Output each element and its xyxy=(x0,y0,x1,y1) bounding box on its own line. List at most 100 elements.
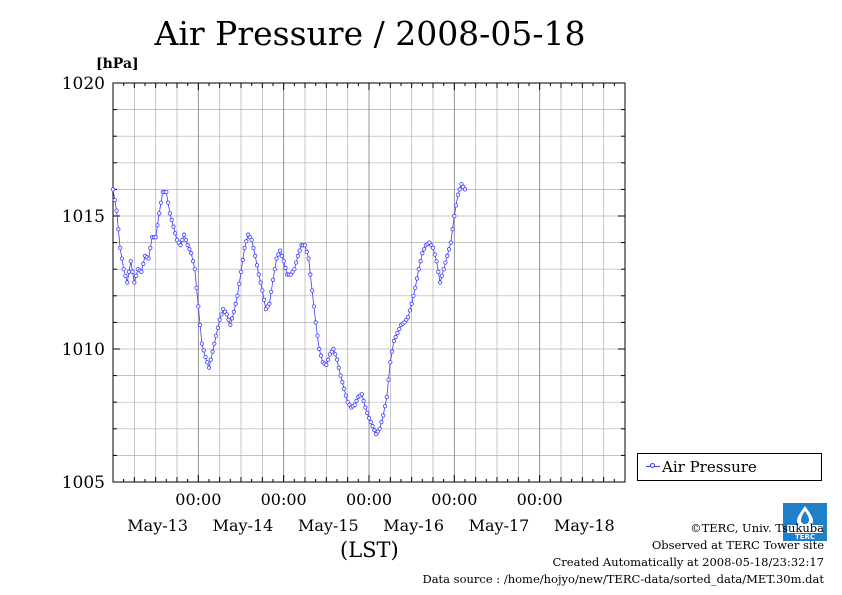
series-point xyxy=(237,281,242,286)
x-date-label: May-14 xyxy=(213,516,274,535)
series-point xyxy=(295,253,300,258)
series-point xyxy=(256,272,261,277)
series-point xyxy=(260,288,265,293)
series-point xyxy=(114,208,119,213)
x-tick-time-label: 00:00 xyxy=(517,490,563,509)
credit-line: ©TERC, Univ. Tsukuba xyxy=(690,521,824,535)
series-point xyxy=(199,341,204,346)
series-point xyxy=(370,424,375,429)
series-point xyxy=(171,224,176,229)
series-point xyxy=(326,357,331,362)
y-axis-unit: [hPa] xyxy=(96,56,139,72)
series-point xyxy=(269,289,274,294)
series-point xyxy=(228,322,233,328)
series-point xyxy=(306,256,311,261)
series-point xyxy=(395,330,400,336)
series-point xyxy=(141,261,146,266)
series-point xyxy=(182,232,187,237)
series-point xyxy=(148,245,153,251)
series-point xyxy=(262,297,267,302)
series-point xyxy=(244,239,249,244)
series-point xyxy=(388,360,393,365)
series-point xyxy=(454,203,459,208)
series-point xyxy=(112,197,117,203)
series-point xyxy=(331,346,336,352)
x-date-label: May-18 xyxy=(554,516,615,535)
series-point xyxy=(196,304,201,309)
series-point xyxy=(384,394,389,399)
series-point xyxy=(169,217,174,223)
series-point xyxy=(157,211,162,216)
series-point xyxy=(418,259,423,264)
series-point xyxy=(359,392,364,397)
x-tick-time-label: 00:00 xyxy=(346,490,392,509)
series-point xyxy=(121,267,126,272)
series-point xyxy=(304,249,309,255)
series-point xyxy=(366,416,372,421)
series-point xyxy=(420,251,425,256)
series-point xyxy=(311,304,316,309)
series-point xyxy=(336,365,341,370)
series-point xyxy=(434,259,439,264)
series-point xyxy=(272,267,277,272)
x-date-label: May-17 xyxy=(469,516,530,535)
legend: Air Pressure xyxy=(637,453,822,481)
series-point xyxy=(393,334,398,340)
series-point xyxy=(439,273,444,278)
series-point xyxy=(267,301,272,306)
series-point xyxy=(110,187,116,192)
series-point xyxy=(270,277,276,282)
series-point xyxy=(455,192,460,197)
series-point xyxy=(436,269,441,274)
series-point xyxy=(125,280,130,285)
series-points xyxy=(110,181,468,437)
series-point xyxy=(217,317,222,322)
series-line-air-pressure xyxy=(112,183,466,435)
series-point xyxy=(230,316,235,321)
series-point xyxy=(361,398,366,403)
series-point xyxy=(226,317,231,322)
series-point xyxy=(446,247,452,252)
series-point xyxy=(233,301,238,306)
series-point xyxy=(443,260,448,265)
series-point xyxy=(180,237,185,243)
series-point xyxy=(139,269,144,274)
grid-lines xyxy=(113,83,625,482)
series-point xyxy=(338,373,343,378)
series-point xyxy=(368,420,373,425)
series-point xyxy=(354,398,359,403)
series-point xyxy=(167,211,172,216)
series-point xyxy=(391,338,396,344)
y-tick-label: 1020 xyxy=(62,74,105,94)
series-point xyxy=(128,259,133,264)
series-point xyxy=(166,200,171,205)
series-point xyxy=(448,240,453,245)
series-point xyxy=(208,357,213,362)
series-point xyxy=(407,308,412,313)
x-tick-time-label: 00:00 xyxy=(431,490,477,509)
series-point xyxy=(219,312,224,317)
axis-tick-labels: 1005 1010 1015 1020 00:00 00:00 00:00 00:00 00:0… xyxy=(62,74,615,535)
series-point xyxy=(406,314,411,320)
series-point xyxy=(235,293,240,298)
series-point xyxy=(238,269,244,274)
series-point xyxy=(379,420,384,425)
logo-text: TERC xyxy=(795,533,815,541)
series-point xyxy=(253,253,258,258)
series-point xyxy=(155,223,160,228)
y-tick-label: 1010 xyxy=(62,340,105,360)
x-date-label: May-15 xyxy=(298,516,359,535)
series-point xyxy=(397,326,402,332)
series-point xyxy=(132,280,137,285)
series-point xyxy=(153,235,158,240)
series-point xyxy=(441,267,446,272)
series-point xyxy=(372,428,377,433)
series-point xyxy=(210,349,215,354)
series-point xyxy=(183,237,188,243)
x-axis-label: (LST) xyxy=(340,538,399,562)
series-point xyxy=(414,276,420,281)
series-point xyxy=(158,200,164,205)
created-timestamp: Created Automatically at 2008-05-18/23:3… xyxy=(552,555,825,569)
series-point xyxy=(450,227,455,232)
